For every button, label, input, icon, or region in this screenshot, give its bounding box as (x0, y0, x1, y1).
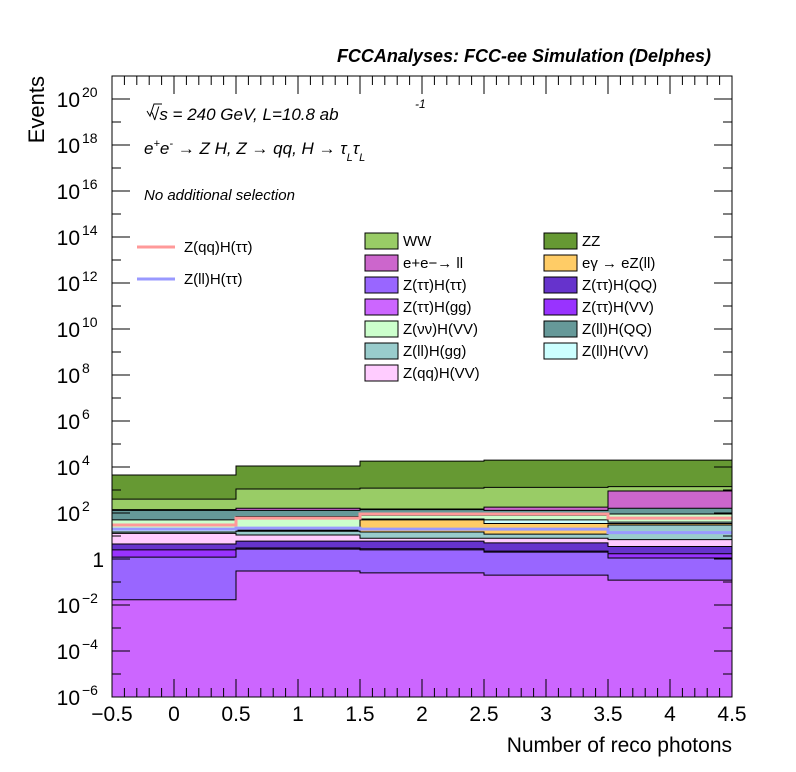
line-z-ll-h (112, 526, 732, 535)
legend-swatch (543, 298, 578, 316)
chart-title: FCCAnalyses: FCC-ee Simulation (Delphes) (337, 46, 711, 66)
legend-label: Z(νν)H(VV) (403, 321, 478, 338)
legend-swatch (364, 342, 399, 360)
y-tick-label: 10 (57, 503, 80, 526)
annotation-lumi-exp: -1 (415, 97, 426, 111)
x-tick-label: 3 (540, 703, 552, 726)
legend-swatch (543, 276, 578, 294)
legend-swatch (543, 232, 578, 250)
annotation-selection: No additional selection (144, 187, 295, 204)
y-tick-label: 10 (57, 89, 80, 112)
legend-swatch (364, 298, 399, 316)
legend-line-label: Z(qq)H(ττ) (184, 239, 253, 256)
y-tick-label: 10 (57, 365, 80, 388)
y-tick-exponent: 14 (82, 222, 98, 238)
sqrt-sign (146, 103, 162, 118)
y-tick-label: 10 (57, 227, 80, 250)
annotation-process: e+e- → Z H, Z → qq, H → τLτL (144, 138, 365, 164)
legend-label: Z(qq)H(VV) (403, 365, 480, 382)
y-tick-label: 10 (57, 641, 80, 664)
legend-label: Z(ll)H(QQ) (582, 321, 652, 338)
y-tick-label: 10 (57, 319, 80, 342)
y-tick-exponent: 2 (82, 498, 90, 514)
annotation-block: √s = 240 GeV, L=10.8 ab -1 e+e- → Z H, Z… (144, 97, 426, 204)
y-tick-label: 1 (92, 549, 104, 572)
y-axis-label: Events (24, 76, 49, 143)
legend-label: Z(ττ)H(QQ) (582, 277, 657, 294)
legend-swatch (364, 254, 399, 272)
x-tick-label: 4 (664, 703, 676, 726)
y-tick-label: 10 (57, 135, 80, 158)
y-tick-label: 10 (57, 411, 80, 434)
y-tick-exponent: 20 (82, 84, 98, 100)
x-tick-label: 0 (168, 703, 180, 726)
legend-swatch (543, 254, 578, 272)
y-tick-label: 10 (57, 687, 80, 710)
legend-swatch (364, 364, 399, 382)
legend-swatch (364, 232, 399, 250)
x-axis-label: Number of reco photons (507, 734, 732, 757)
x-tick-label: 3.5 (593, 703, 622, 726)
y-tick-exponent: 10 (82, 314, 98, 330)
legend-label: Z(ll)H(gg) (403, 343, 466, 360)
x-tick-label: 1.5 (345, 703, 374, 726)
legend-label: ZZ (582, 233, 600, 250)
y-tick-label: 10 (57, 595, 80, 618)
legend-label: Z(ττ)H(gg) (403, 299, 472, 316)
x-tick-label: 2.5 (469, 703, 498, 726)
y-tick-label: 10 (57, 457, 80, 480)
legend: Z(qq)H(ττ) Z(ll)H(ττ) WW ZZ e+e−→ ll eγ → eZ(… (137, 232, 657, 382)
y-tick-label: 10 (57, 273, 80, 296)
y-tick-exponent: −4 (82, 636, 98, 652)
y-tick-exponent: 8 (82, 360, 90, 376)
x-tick-label: 2 (416, 703, 428, 726)
legend-label: WW (403, 233, 432, 250)
x-tick-label: 4.5 (717, 703, 746, 726)
legend-label: Z(ττ)H(ττ) (403, 277, 467, 294)
y-tick-exponent: 16 (82, 176, 98, 192)
legend-swatch (364, 276, 399, 294)
line-z-qq-h (112, 512, 732, 527)
x-tick-label: −0.5 (91, 703, 132, 726)
y-tick-exponent: 18 (82, 130, 98, 146)
legend-label: Z(ττ)H(VV) (582, 299, 654, 316)
plot-area (111, 459, 733, 698)
x-tick-label: 1 (292, 703, 304, 726)
y-tick-exponent: 12 (82, 268, 98, 284)
x-tick-label: 0.5 (221, 703, 250, 726)
legend-label: Z(ll)H(VV) (582, 343, 649, 360)
y-tick-label: 10 (57, 181, 80, 204)
y-tick-exponent: 4 (82, 452, 90, 468)
annotation-energy: √s = 240 GeV, L=10.8 ab (150, 105, 339, 124)
y-tick-exponent: −6 (82, 682, 98, 698)
legend-swatch (543, 320, 578, 338)
y-tick-exponent: 6 (82, 406, 90, 422)
legend-swatch (543, 342, 578, 360)
legend-label: e+e−→ ll (403, 255, 463, 272)
legend-swatch (364, 320, 399, 338)
y-tick-exponent: −2 (82, 590, 98, 606)
legend-label: eγ → eZ(ll) (582, 255, 655, 272)
legend-line-label: Z(ll)H(ττ) (184, 271, 243, 288)
